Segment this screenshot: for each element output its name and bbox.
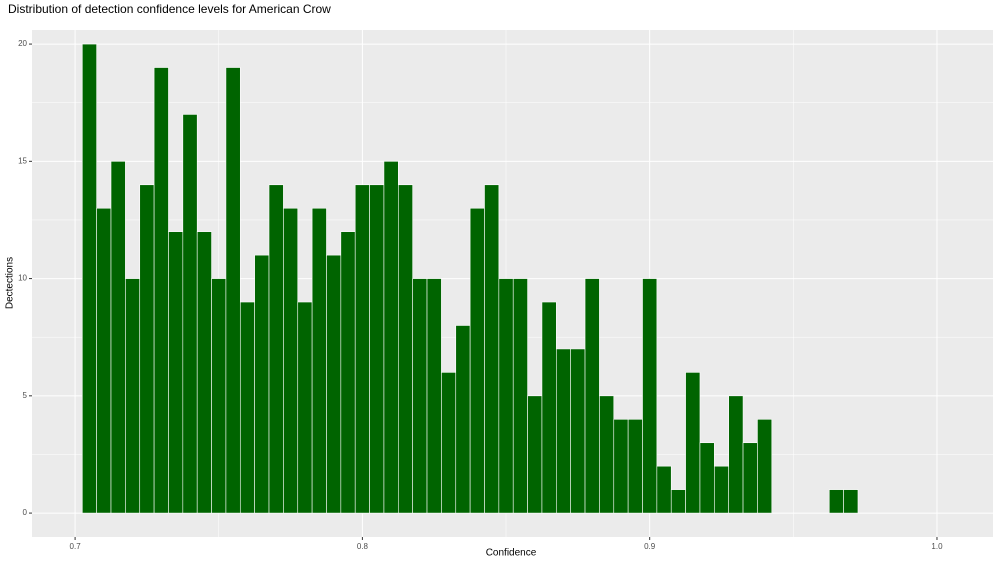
- bar: [326, 254, 342, 514]
- bar: [225, 67, 241, 514]
- bar: [139, 184, 155, 514]
- y-tick-label: 0: [23, 508, 28, 517]
- bar: [311, 207, 327, 514]
- bar: [110, 161, 126, 514]
- bar: [627, 418, 643, 514]
- bar: [441, 372, 457, 514]
- bar: [340, 231, 356, 514]
- bar: [81, 43, 97, 514]
- bar: [283, 207, 299, 514]
- bar: [455, 325, 471, 514]
- bar: [297, 301, 313, 514]
- x-tick-label: 1.0: [931, 542, 943, 551]
- chart-title: Distribution of detection confidence lev…: [8, 2, 331, 16]
- bar: [469, 207, 485, 514]
- bar: [383, 161, 399, 514]
- bar: [642, 278, 658, 514]
- y-axis-label: Dectections: [5, 257, 16, 309]
- x-tick-label: 0.9: [644, 542, 656, 551]
- bar: [670, 489, 686, 514]
- bar: [843, 489, 859, 514]
- bar: [96, 207, 112, 514]
- y-tick-label: 5: [23, 391, 28, 400]
- bar: [527, 395, 543, 514]
- bar: [599, 395, 615, 514]
- bar: [125, 278, 141, 514]
- bar: [512, 278, 528, 514]
- bar: [211, 278, 227, 514]
- bar: [182, 114, 198, 514]
- bar: [369, 184, 385, 514]
- bar: [699, 442, 715, 514]
- bar: [570, 348, 586, 514]
- bar: [757, 418, 773, 514]
- bar: [254, 254, 270, 514]
- x-tick-label: 0.8: [357, 542, 369, 551]
- bar: [484, 184, 500, 514]
- bar: [412, 278, 428, 514]
- bar: [168, 231, 184, 514]
- x-axis-label: Confidence: [486, 548, 537, 559]
- y-tick-label: 10: [18, 274, 27, 283]
- y-tick-label: 15: [18, 156, 27, 165]
- bar: [728, 395, 744, 514]
- bar: [828, 489, 844, 514]
- bar: [354, 184, 370, 514]
- bar: [685, 372, 701, 514]
- bar: [742, 442, 758, 514]
- bar: [196, 231, 212, 514]
- bar: [268, 184, 284, 514]
- bar: [153, 67, 169, 514]
- bar: [613, 418, 629, 514]
- y-tick-label: 20: [18, 39, 27, 48]
- bar: [714, 465, 729, 514]
- bar: [426, 278, 442, 514]
- bar: [239, 301, 255, 514]
- bar: [398, 184, 413, 514]
- bar: [541, 301, 557, 514]
- bar: [656, 465, 672, 514]
- bar: [498, 278, 514, 514]
- bar: [556, 348, 571, 514]
- x-tick-label: 0.7: [70, 542, 82, 551]
- bar: [584, 278, 600, 514]
